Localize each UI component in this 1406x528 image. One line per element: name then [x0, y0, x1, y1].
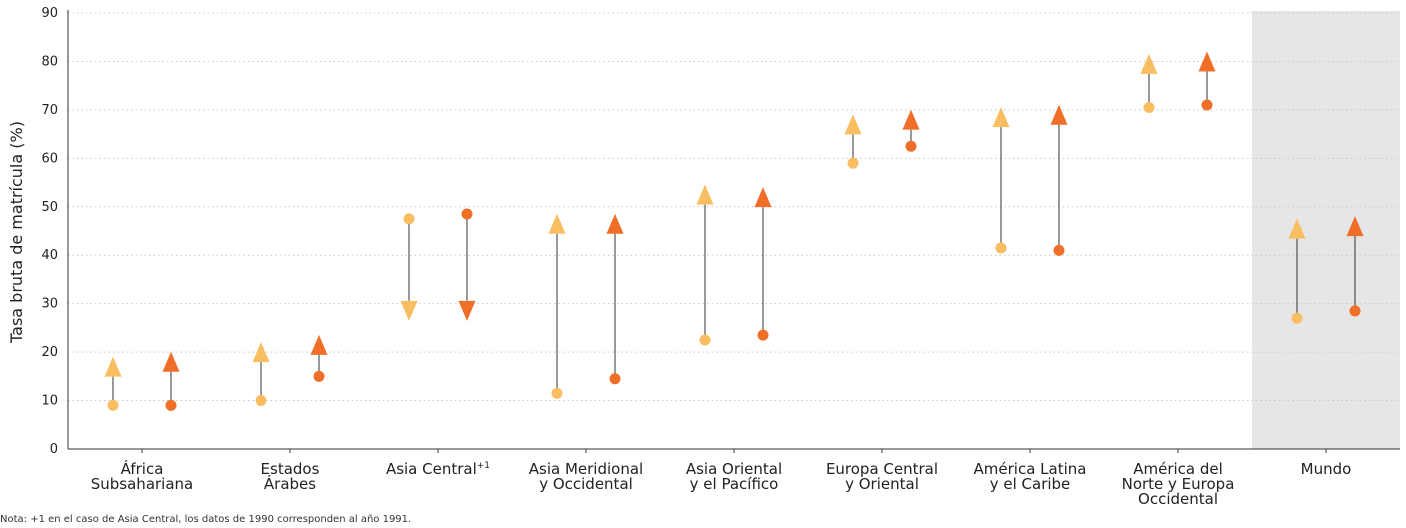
end-arrow-up: [844, 114, 862, 135]
y-tick-label: 90: [41, 6, 58, 21]
grid-layer: [68, 12, 1400, 402]
start-point: [1053, 244, 1065, 256]
y-tick-label: 30: [41, 297, 58, 312]
x-tick-label: Occidental: [1138, 490, 1218, 508]
x-tick-label: y Occidental: [539, 475, 633, 493]
x-tick-label: Estados: [261, 460, 320, 478]
end-arrow-down: [458, 300, 476, 321]
start-point: [403, 213, 415, 225]
footnote: Nota: +1 en el caso de Asia Central, los…: [0, 514, 412, 525]
end-arrow-up: [252, 342, 270, 363]
y-tick-label: 0: [50, 442, 58, 457]
start-point: [107, 399, 119, 411]
start-point: [551, 387, 563, 399]
end-arrow-up: [548, 213, 566, 234]
y-tick-label: 10: [41, 394, 58, 409]
x-tick-label: Asia Meridional: [529, 460, 643, 478]
start-point: [1143, 101, 1155, 113]
end-arrow-up: [1346, 216, 1364, 237]
x-tick-label: y el Caribe: [990, 475, 1071, 493]
end-arrow-up: [992, 107, 1010, 128]
highlight-region: [1252, 11, 1400, 449]
x-tick-label: Subsahariana: [91, 475, 193, 493]
x-tick-label: América del: [1133, 460, 1223, 478]
x-tick-label: Asia Oriental: [686, 460, 782, 478]
start-point: [1291, 312, 1303, 324]
end-arrow-up: [754, 187, 772, 208]
end-arrow-up: [1288, 218, 1306, 239]
start-point: [995, 242, 1007, 254]
x-tick-label: y el Pacífico: [690, 475, 779, 493]
y-tick-label: 20: [41, 345, 58, 360]
y-tick-label: 80: [41, 54, 58, 69]
y-tick-label: 60: [41, 151, 58, 166]
start-point: [1201, 99, 1213, 111]
end-arrow-down: [400, 300, 418, 321]
mark-layer: [104, 51, 1364, 411]
x-tick-label: América Latina: [974, 460, 1087, 478]
x-tick-label: Europa Central: [826, 460, 938, 478]
end-arrow-up: [1050, 104, 1068, 125]
end-arrow-up: [1198, 51, 1216, 72]
end-arrow-up: [310, 334, 328, 355]
start-point: [905, 140, 917, 152]
end-arrow-up: [104, 356, 122, 377]
end-arrow-up: [902, 109, 920, 130]
start-point: [609, 373, 621, 385]
x-tick-label: África: [121, 459, 164, 478]
superscript: +1: [477, 461, 490, 471]
x-tick-label: Árabes: [264, 474, 316, 493]
start-point: [255, 395, 267, 407]
end-arrow-up: [606, 213, 624, 234]
end-arrow-up: [1140, 53, 1158, 74]
y-tick-label: 70: [41, 103, 58, 118]
x-tick-label: Mundo: [1301, 460, 1352, 478]
y-tick-label: 40: [41, 248, 58, 263]
start-point: [1349, 305, 1361, 317]
highlight-layer: [1252, 11, 1400, 449]
start-point: [313, 370, 325, 382]
start-point: [461, 208, 473, 220]
end-arrow-up: [162, 351, 180, 372]
start-point: [847, 157, 859, 169]
start-point: [699, 334, 711, 346]
y-axis-label: Tasa bruta de matrícula (%): [7, 121, 26, 344]
x-tick-label: Asia Central+1: [386, 460, 490, 478]
start-point: [165, 399, 177, 411]
end-arrow-up: [696, 184, 714, 205]
start-point: [757, 329, 769, 341]
x-tick-label: Norte y Europa: [1122, 475, 1235, 493]
x-tick-label: y Oriental: [845, 475, 919, 493]
y-tick-label: 50: [41, 200, 58, 215]
